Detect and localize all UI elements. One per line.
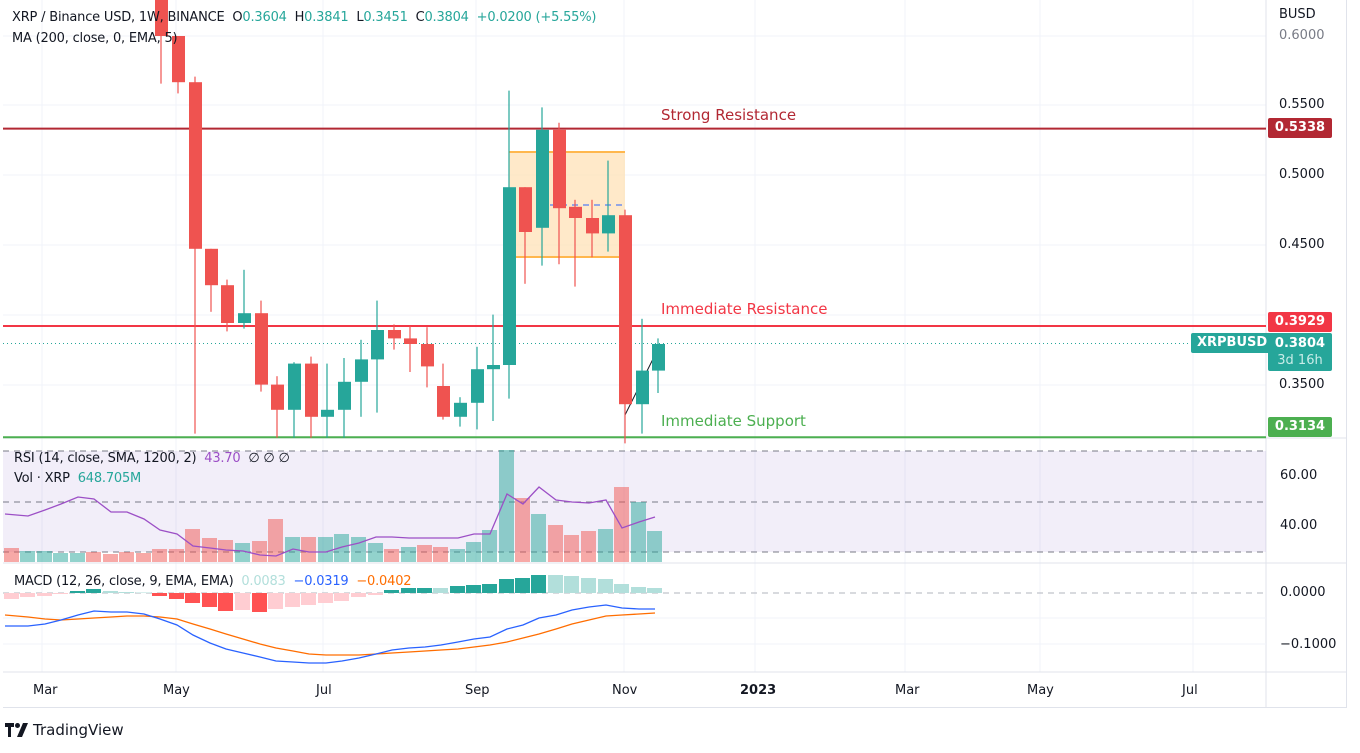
symbol-legend: XRP / Binance USD, 1W, BINANCE O0.3604 H… bbox=[12, 10, 597, 25]
close-value: 0.3804 bbox=[424, 10, 469, 25]
tradingview-logo-icon bbox=[5, 723, 28, 737]
immediate-support-label[interactable]: Immediate Support bbox=[661, 412, 806, 430]
bar-countdown: 3d 16h bbox=[1277, 353, 1323, 368]
change-value: +0.0200 (+5.55%) bbox=[476, 10, 597, 25]
symbol-tag: XRPBUSD bbox=[1191, 333, 1274, 353]
signal-value: −0.0402 bbox=[356, 574, 412, 589]
macd-value: −0.0319 bbox=[293, 574, 349, 589]
tradingview-logo[interactable]: TradingView bbox=[5, 721, 124, 739]
price-tick: 0.5000 bbox=[1279, 167, 1325, 182]
time-tick: Mar bbox=[895, 683, 920, 698]
strong-resistance-tag: 0.5338 bbox=[1268, 118, 1332, 138]
ma-legend[interactable]: MA (200, close, 0, EMA, 5) bbox=[12, 31, 178, 46]
volume-legend[interactable]: Vol · XRP 648.705M bbox=[14, 471, 142, 486]
rsi-value: 43.70 bbox=[204, 451, 241, 466]
time-tick: Jul bbox=[1182, 683, 1198, 698]
strong-resistance-label[interactable]: Strong Resistance bbox=[661, 106, 797, 124]
high-value: 0.3841 bbox=[304, 10, 349, 25]
rsi-tick: 60.00 bbox=[1280, 468, 1318, 483]
macd-tick: −0.1000 bbox=[1280, 637, 1337, 652]
rsi-legend[interactable]: RSI (14, close, SMA, 1200, 2) 43.70 ∅ ∅ … bbox=[14, 451, 290, 466]
immediate-resistance-label[interactable]: Immediate Resistance bbox=[661, 300, 828, 318]
time-tick: May bbox=[163, 683, 190, 698]
support-resistance-lines bbox=[3, 127, 1266, 439]
chart-frame bbox=[3, 0, 1347, 708]
volume-bars bbox=[4, 450, 662, 562]
time-tick: Jul bbox=[316, 683, 332, 698]
rsi-line bbox=[4, 486, 656, 557]
brand-name: TradingView bbox=[33, 721, 124, 739]
price-tick: 0.6000 bbox=[1279, 28, 1325, 43]
time-tick: Sep bbox=[465, 683, 490, 698]
currency-label: BUSD bbox=[1279, 7, 1316, 22]
symbol-line: XRP / Binance USD, 1W, BINANCE bbox=[12, 10, 225, 25]
macd-tick: 0.0000 bbox=[1280, 585, 1326, 600]
immediate-support-tag: 0.3134 bbox=[1268, 417, 1332, 437]
current-price-tag: 0.3804 3d 16h bbox=[1268, 333, 1332, 371]
rsi-tick: 40.00 bbox=[1280, 518, 1318, 533]
candlesticks bbox=[155, 0, 665, 444]
time-tick: Nov bbox=[612, 683, 638, 698]
immediate-resistance-tag: 0.3929 bbox=[1268, 312, 1332, 332]
macd-panel-plot bbox=[3, 575, 1266, 664]
time-tick: Mar bbox=[33, 683, 58, 698]
time-tick: May bbox=[1027, 683, 1054, 698]
price-tick: 0.4500 bbox=[1279, 237, 1325, 252]
price-tick: 0.3500 bbox=[1279, 377, 1325, 392]
price-tick: 0.5500 bbox=[1279, 97, 1325, 112]
macd-hist-value: 0.0083 bbox=[241, 574, 286, 589]
volume-value: 648.705M bbox=[77, 471, 142, 486]
time-tick-year: 2023 bbox=[740, 683, 777, 698]
open-value: 0.3604 bbox=[242, 10, 287, 25]
low-value: 0.3451 bbox=[363, 10, 408, 25]
macd-legend[interactable]: MACD (12, 26, close, 9, EMA, EMA) 0.0083… bbox=[14, 574, 412, 589]
